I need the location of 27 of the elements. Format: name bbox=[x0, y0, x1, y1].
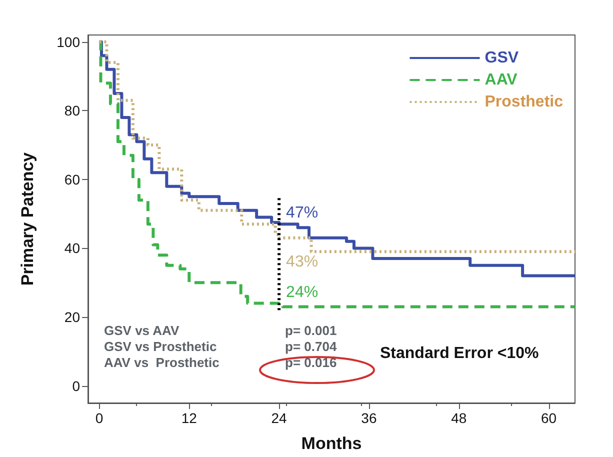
data-label: 47% bbox=[286, 204, 318, 222]
legend-label: GSV bbox=[484, 50, 519, 66]
annotation: p= 0.704 bbox=[285, 339, 337, 354]
legend-label: AAV bbox=[484, 72, 518, 88]
annotation: Standard Error <10% bbox=[380, 345, 539, 363]
x-tick-label: 0 bbox=[95, 410, 104, 426]
y-tick-label: 20 bbox=[64, 309, 80, 326]
x-tick-label: 24 bbox=[271, 410, 288, 426]
x-tick-label: 60 bbox=[540, 410, 557, 426]
y-tick-label: 80 bbox=[64, 102, 80, 119]
legend-label: Prosthetic bbox=[484, 94, 564, 110]
data-label: 43% bbox=[286, 253, 318, 270]
y-tick-label: 40 bbox=[64, 240, 80, 256]
y-tick-label: 100 bbox=[56, 34, 80, 50]
x-axis-title: Months bbox=[301, 434, 362, 453]
annotation: GSV vs Prosthetic bbox=[104, 339, 217, 354]
data-label: 24% bbox=[286, 284, 318, 301]
annotation: AAV vs Prosthetic bbox=[104, 355, 220, 370]
x-tick-label: 48 bbox=[451, 410, 467, 426]
x-tick-label: 12 bbox=[181, 410, 198, 426]
annotation: GSV vs AAV bbox=[104, 323, 180, 338]
y-tick-label: 60 bbox=[64, 171, 80, 188]
annotation: p= 0.001 bbox=[285, 323, 337, 338]
y-tick-label: 0 bbox=[72, 378, 80, 394]
annotation: p= 0.016 bbox=[285, 355, 337, 370]
x-tick-label: 36 bbox=[361, 410, 377, 426]
y-axis-title: Primary Patency bbox=[18, 152, 37, 286]
